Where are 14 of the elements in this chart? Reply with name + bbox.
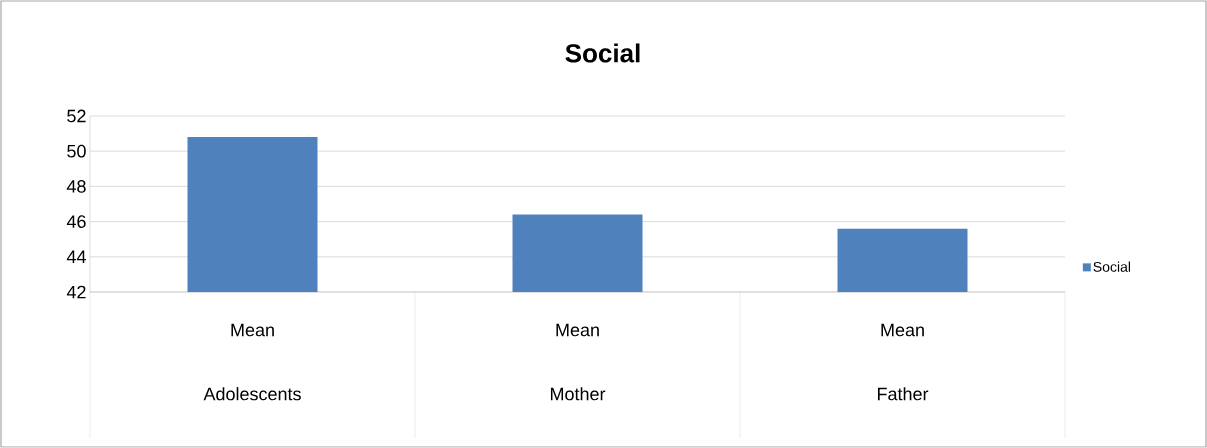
x-tick-label: Father	[877, 387, 929, 401]
chart-title: Social	[565, 43, 640, 63]
y-tick-label: 44	[66, 250, 86, 263]
y-tick-label: 50	[67, 144, 86, 158]
y-tick-label: 48	[66, 180, 86, 193]
text: Mean	[231, 323, 274, 337]
x-tick-label: Mother	[550, 387, 606, 401]
x-tick-label: Adolescents	[203, 387, 301, 401]
legend-label: Social	[1093, 261, 1131, 272]
text: Mean	[881, 323, 924, 337]
y-tick-label: 46	[66, 215, 86, 228]
y-tick-label: 52	[67, 109, 86, 123]
text: Mean	[556, 323, 599, 337]
y-tick-label: 42	[66, 285, 86, 299]
